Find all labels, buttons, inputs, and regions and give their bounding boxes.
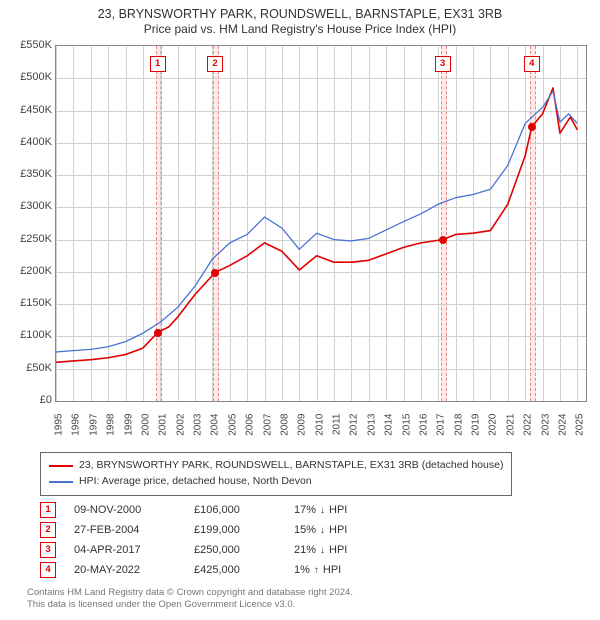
y-axis-tick-label: £550K xyxy=(4,39,52,51)
y-axis-tick-label: £200K xyxy=(4,265,52,277)
x-axis-tick-label: 2003 xyxy=(193,414,204,436)
x-axis-tick-label: 2025 xyxy=(575,414,586,436)
table-row: 1 09-NOV-2000£106,00017%↓HPI xyxy=(40,500,404,520)
x-axis-tick-label: 2021 xyxy=(505,414,516,436)
x-axis-tick-label: 2007 xyxy=(262,414,273,436)
footer-line1: Contains HM Land Registry data © Crown c… xyxy=(27,587,353,599)
chart: 1234199519961997199819992000200120022003… xyxy=(0,40,600,430)
legend-label: 23, BRYNSWORTHY PARK, ROUNDSWELL, BARNST… xyxy=(79,458,503,474)
arrow-down-icon: ↓ xyxy=(320,525,325,536)
chart-title-line1: 23, BRYNSWORTHY PARK, ROUNDSWELL, BARNST… xyxy=(0,6,600,22)
legend: 23, BRYNSWORTHY PARK, ROUNDSWELL, BARNST… xyxy=(40,452,512,496)
legend-label: HPI: Average price, detached house, Nort… xyxy=(79,474,312,490)
x-axis-tick-label: 1996 xyxy=(71,414,82,436)
x-axis-tick-label: 2000 xyxy=(140,414,151,436)
y-axis-tick-label: £450K xyxy=(4,104,52,116)
transaction-index-badge: 1 xyxy=(40,502,56,518)
y-axis-tick-label: £350K xyxy=(4,168,52,180)
x-axis-tick-label: 2023 xyxy=(540,414,551,436)
x-axis-tick-label: 2005 xyxy=(227,414,238,436)
transaction-date: 20-MAY-2022 xyxy=(74,564,194,576)
x-axis-tick-label: 2012 xyxy=(349,414,360,436)
x-axis-tick-label: 2002 xyxy=(175,414,186,436)
x-axis-tick-label: 2019 xyxy=(471,414,482,436)
legend-item: 23, BRYNSWORTHY PARK, ROUNDSWELL, BARNST… xyxy=(49,458,503,474)
arrow-up-icon: ↑ xyxy=(314,565,319,576)
table-row: 2 27-FEB-2004£199,00015%↓HPI xyxy=(40,520,404,540)
x-axis-tick-label: 2010 xyxy=(314,414,325,436)
y-axis-tick-label: £0 xyxy=(4,394,52,406)
y-axis-tick-label: £300K xyxy=(4,200,52,212)
arrow-down-icon: ↓ xyxy=(320,545,325,556)
transaction-marker-badge: 3 xyxy=(435,56,451,72)
transaction-pct-vs-hpi: 15%↓HPI xyxy=(294,524,404,536)
legend-item: HPI: Average price, detached house, Nort… xyxy=(49,474,503,490)
x-axis-tick-label: 1997 xyxy=(88,414,99,436)
x-axis-tick-label: 2008 xyxy=(279,414,290,436)
transaction-index-badge: 2 xyxy=(40,522,56,538)
transaction-date: 09-NOV-2000 xyxy=(74,504,194,516)
footer-line2: This data is licensed under the Open Gov… xyxy=(27,599,353,611)
x-axis-tick-label: 1998 xyxy=(106,414,117,436)
chart-title-line2: Price paid vs. HM Land Registry's House … xyxy=(0,22,600,38)
x-axis-tick-label: 2015 xyxy=(401,414,412,436)
transaction-dot xyxy=(528,123,536,131)
transaction-price: £425,000 xyxy=(194,564,294,576)
y-axis-tick-label: £250K xyxy=(4,233,52,245)
transaction-price: £106,000 xyxy=(194,504,294,516)
transaction-marker-badge: 4 xyxy=(524,56,540,72)
series-property xyxy=(56,88,577,362)
transaction-dot xyxy=(439,236,447,244)
plot-area: 1234199519961997199819992000200120022003… xyxy=(55,45,587,402)
chart-lines xyxy=(56,46,586,401)
transaction-pct-vs-hpi: 21%↓HPI xyxy=(294,544,404,556)
transaction-date: 27-FEB-2004 xyxy=(74,524,194,536)
transaction-price: £250,000 xyxy=(194,544,294,556)
x-axis-tick-label: 2014 xyxy=(384,414,395,436)
x-axis-tick-label: 2024 xyxy=(557,414,568,436)
y-axis-tick-label: £50K xyxy=(4,362,52,374)
x-axis-tick-label: 2004 xyxy=(210,414,221,436)
x-axis-tick-label: 1995 xyxy=(54,414,65,436)
transaction-pct-vs-hpi: 17%↓HPI xyxy=(294,504,404,516)
transaction-marker-badge: 2 xyxy=(207,56,223,72)
x-axis-tick-label: 2006 xyxy=(245,414,256,436)
y-axis-tick-label: £400K xyxy=(4,136,52,148)
transactions-table: 109-NOV-2000£106,00017%↓HPI227-FEB-2004£… xyxy=(40,500,404,580)
transaction-price: £199,000 xyxy=(194,524,294,536)
legend-swatch xyxy=(49,481,73,483)
transaction-dot xyxy=(211,269,219,277)
footer: Contains HM Land Registry data © Crown c… xyxy=(27,587,353,612)
transaction-marker-badge: 1 xyxy=(150,56,166,72)
x-axis-tick-label: 2016 xyxy=(418,414,429,436)
y-axis-tick-label: £100K xyxy=(4,329,52,341)
x-axis-tick-label: 2018 xyxy=(453,414,464,436)
x-axis-tick-label: 2022 xyxy=(523,414,534,436)
transaction-dot xyxy=(154,329,162,337)
x-axis-tick-label: 2001 xyxy=(158,414,169,436)
x-axis-tick-label: 2009 xyxy=(297,414,308,436)
transaction-pct-vs-hpi: 1%↑HPI xyxy=(294,564,404,576)
x-axis-tick-label: 2020 xyxy=(488,414,499,436)
transaction-date: 04-APR-2017 xyxy=(74,544,194,556)
arrow-down-icon: ↓ xyxy=(320,505,325,516)
table-row: 3 04-APR-2017£250,00021%↓HPI xyxy=(40,540,404,560)
transaction-index-badge: 3 xyxy=(40,542,56,558)
x-axis-tick-label: 2017 xyxy=(436,414,447,436)
y-axis-tick-label: £150K xyxy=(4,297,52,309)
transaction-index-badge: 4 xyxy=(40,562,56,578)
chart-title-block: 23, BRYNSWORTHY PARK, ROUNDSWELL, BARNST… xyxy=(0,0,600,38)
table-row: 4 20-MAY-2022£425,0001%↑HPI xyxy=(40,560,404,580)
y-axis-tick-label: £500K xyxy=(4,71,52,83)
x-axis-tick-label: 2013 xyxy=(366,414,377,436)
x-axis-tick-label: 1999 xyxy=(123,414,134,436)
legend-swatch xyxy=(49,465,73,467)
series-hpi xyxy=(56,91,577,352)
x-axis-tick-label: 2011 xyxy=(332,414,343,436)
